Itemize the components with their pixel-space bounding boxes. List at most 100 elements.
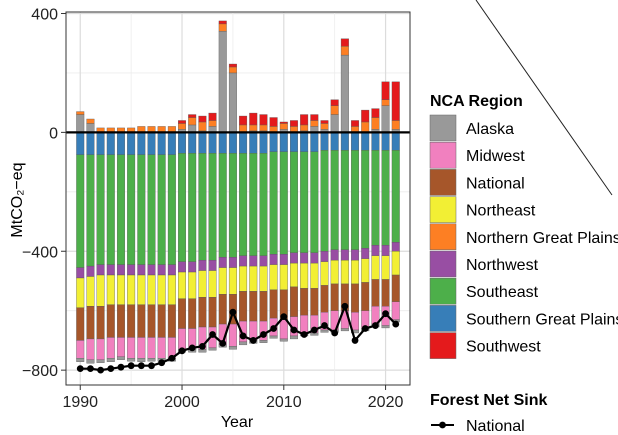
bar-segment-southern-great-plains-2018	[361, 132, 370, 151]
bar-segment-northeast-2009	[269, 264, 278, 291]
forest-net-sink-line	[76, 302, 400, 374]
sink-point-2021	[392, 320, 400, 328]
bar-segment-southeast-2021	[391, 150, 400, 243]
legend-swatch-alaska	[429, 114, 457, 142]
bar-segment-southeast-2015	[330, 150, 339, 250]
bar-segment-southeast-2018	[361, 150, 370, 249]
bar-segment-northeast-1994	[116, 274, 125, 305]
bar-segment-alaska-2001	[188, 124, 197, 133]
bar-segment-southern-great-plains-2006	[239, 132, 248, 154]
bar-segment-northern-great-plains-2012	[300, 124, 309, 132]
legend-label-southern-great-plains: Southern Great Plains	[466, 311, 618, 328]
sink-point-1997	[148, 362, 155, 370]
sink-point-2013	[310, 326, 318, 334]
sink-point-1999	[168, 354, 176, 362]
bar-segment-southern-great-plains-2014	[320, 132, 329, 151]
bar-segment-southeast-1995	[127, 154, 136, 265]
bar-segment-northeast-2014	[320, 261, 329, 286]
bar-segment-northern-great-plains-1990	[76, 111, 85, 115]
bar-segment-midwest-1998	[157, 337, 166, 359]
bar-segment-southeast-2013	[310, 151, 319, 253]
bar-segment-southern-great-plains-1992	[96, 132, 105, 155]
sink-point-1992	[97, 366, 105, 374]
decorative-diagonal-line	[475, 0, 613, 196]
bar-segment-alaska-neg-1990	[76, 358, 85, 362]
sink-point-2012	[300, 331, 308, 338]
bar-segment-midwest-2017	[351, 312, 360, 331]
sink-point-1996	[137, 362, 145, 370]
bar-segment-southwest-2005	[228, 63, 237, 68]
legend-label-northeast: Northeast	[466, 203, 536, 220]
bar-segment-southwest-2012	[300, 114, 309, 126]
bar-segment-alaska-1991	[86, 123, 95, 133]
legend-swatch-southeast	[429, 277, 457, 305]
bar-segment-southern-great-plains-1991	[86, 132, 95, 155]
bar-segment-northeast-1997	[147, 274, 156, 305]
bar-segment-northeast-2016	[340, 259, 349, 285]
bar-segment-northeast-1995	[127, 274, 136, 305]
bar-segment-northwest-2007	[249, 255, 258, 267]
x-tick-label: 2010	[266, 394, 302, 411]
bar-segment-southeast-1997	[147, 154, 156, 265]
bar-segment-northwest-2004	[218, 257, 227, 268]
sink-point-2003	[209, 331, 216, 338]
bar-segment-southern-great-plains-1990	[76, 132, 85, 155]
bar-segment-northeast-2015	[330, 259, 339, 285]
bar-segment-northwest-1993	[106, 264, 115, 276]
legend-region-items: Alaska Midwest National Northeast Northern G…	[429, 114, 618, 359]
legend-title-nca-region: NCA Region	[430, 93, 523, 110]
bar-segment-northwest-2012	[300, 252, 309, 264]
bar-segment-southeast-2011	[290, 151, 298, 253]
x-axis-label: Year	[221, 414, 254, 431]
bar-segment-national-2013	[310, 288, 319, 316]
sink-point-2002	[198, 342, 206, 350]
sink-point-1998	[158, 359, 166, 367]
bar-segment-southeast-1996	[137, 154, 146, 265]
bar-segment-southwest-2018	[361, 109, 370, 123]
sink-point-1991	[87, 365, 94, 373]
bar-segment-national-2014	[320, 285, 329, 313]
sink-point-1993	[107, 365, 115, 373]
bar-segment-northeast-2017	[351, 259, 360, 285]
legend-swatch-national	[429, 169, 457, 196]
bar-segment-northeast-2004	[218, 267, 227, 295]
bar-segment-southern-great-plains-2004	[218, 132, 227, 154]
bar-segment-national-1998	[157, 304, 166, 338]
bar-segment-northern-great-plains-2000	[178, 123, 186, 130]
bar-segment-alaska-neg-2002	[198, 349, 207, 353]
bar-segment-northeast-2000	[178, 271, 186, 299]
bar-segment-midwest-2010	[279, 319, 288, 340]
bar-segment-southwest-2019	[371, 108, 380, 118]
bar-segment-southwest-2001	[188, 114, 197, 118]
bar-segment-national-1995	[127, 304, 136, 338]
bar-segment-northeast-2013	[310, 262, 319, 289]
bar-segment-alaska-neg-2008	[259, 340, 268, 343]
bar-segment-southern-great-plains-2016	[340, 132, 349, 151]
bar-segment-northwest-2009	[269, 254, 278, 265]
bar-segment-southern-great-plains-2008	[259, 132, 268, 154]
bar-segment-northeast-2012	[300, 262, 309, 289]
bar-segment-northwest-1997	[147, 264, 156, 276]
bar-segment-alaska-neg-2010	[279, 338, 288, 342]
bar-segment-southwest-2013	[310, 114, 319, 121]
bar-segment-southwest-2014	[320, 120, 329, 124]
bar-segment-midwest-1991	[86, 338, 95, 360]
sink-point-1990	[76, 365, 84, 373]
bar-segment-southern-great-plains-1995	[127, 132, 136, 155]
bar-segment-southern-great-plains-2021	[391, 132, 400, 151]
legend-label-national: National	[466, 175, 525, 192]
bar-segment-southwest-2011	[290, 120, 298, 127]
bar-segment-midwest-1997	[147, 337, 156, 359]
bar-segment-southwest-2015	[330, 99, 339, 106]
bar-segment-northwest-2015	[330, 249, 339, 261]
sink-point-1994	[117, 363, 125, 371]
bar-segment-southeast-2004	[218, 153, 227, 258]
bar-segment-alaska-neg-2020	[381, 325, 390, 329]
y-tick-label: 400	[31, 6, 58, 23]
bar-segment-midwest-2000	[178, 328, 186, 350]
bar-segment-southeast-2017	[351, 150, 360, 250]
bar-segment-national-1999	[167, 304, 176, 338]
bar-segment-southeast-2001	[188, 153, 197, 262]
bar-segment-alaska-neg-2003	[208, 347, 217, 351]
bar-segment-southwest-2008	[259, 114, 268, 126]
